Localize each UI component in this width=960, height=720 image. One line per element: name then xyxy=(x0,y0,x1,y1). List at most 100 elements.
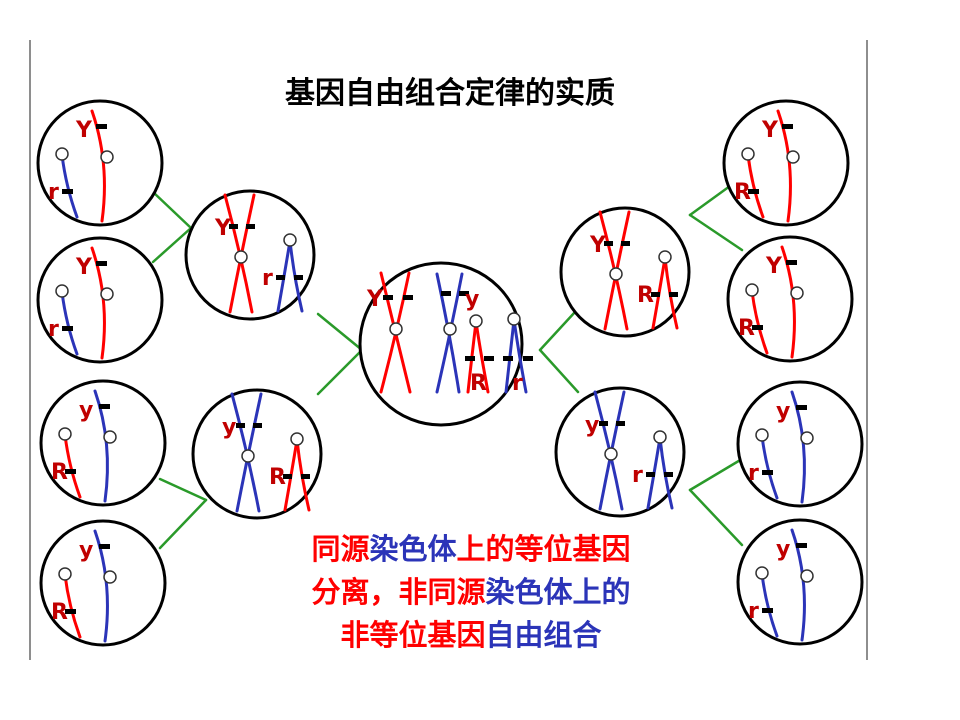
centromere xyxy=(755,566,769,580)
caption-line-3-part-0: 非等位基因 xyxy=(340,618,486,652)
gene-locus-mark xyxy=(484,356,494,361)
gene-locus-mark xyxy=(99,404,110,409)
connector-line-9 xyxy=(688,213,744,252)
gamete-l2-small-chromosome xyxy=(60,290,79,356)
centromere xyxy=(786,150,800,164)
gamete-r3-allele-small: r xyxy=(748,461,759,486)
gamete-l2-allele-small: r xyxy=(48,317,59,342)
gene-locus-mark xyxy=(459,291,469,296)
gamete-l1-big-chromosome xyxy=(90,109,106,223)
gene-locus-mark xyxy=(403,295,413,300)
gamete-r4-allele-big: y xyxy=(776,537,790,562)
gamete-l4-big-chromosome xyxy=(93,529,109,643)
gamete-r4-big-chromosome xyxy=(790,528,806,642)
gene-locus-mark xyxy=(96,124,107,129)
gene-locus-mark xyxy=(762,608,773,613)
gene-locus-mark xyxy=(383,295,393,300)
caption-line-2: 分离，非同源染色体上的 xyxy=(236,571,706,614)
center-allele-Y: Y xyxy=(366,287,384,312)
centromere xyxy=(800,431,814,445)
connector-line-11 xyxy=(688,488,744,547)
centromere xyxy=(55,147,69,161)
connector-line-4 xyxy=(316,312,364,352)
gene-locus-mark xyxy=(523,356,533,361)
centromere xyxy=(443,322,457,336)
gamete-l2-allele-big: Y xyxy=(75,255,93,280)
caption-line-1-part-0: 同源 xyxy=(311,532,370,566)
gamete-r1-big-chromosome xyxy=(776,109,792,223)
centromere xyxy=(755,428,769,442)
centromere xyxy=(604,447,618,461)
gamete-l4-small-chromosome xyxy=(63,573,82,639)
gamete-l1-allele-big: Y xyxy=(75,118,93,143)
gene-locus-mark xyxy=(99,544,110,549)
centromere xyxy=(507,312,521,326)
center-blue-small-a xyxy=(504,318,516,394)
caption-line-2-part-0: 分离， xyxy=(311,575,399,609)
lower-left-parent-allele-R: R xyxy=(269,465,286,490)
centromere xyxy=(58,427,72,441)
centromere xyxy=(234,250,248,264)
gamete-r2-allele-small: R xyxy=(738,316,755,341)
gene-locus-mark xyxy=(294,275,303,280)
gamete-r2-allele-big: Y xyxy=(765,254,783,279)
lower-right-parent-allele-r: r xyxy=(632,463,643,488)
right-border-line xyxy=(866,40,868,660)
gamete-r4-small-chromosome xyxy=(760,572,779,638)
gene-locus-mark xyxy=(604,241,613,246)
gamete-r3-small-chromosome xyxy=(760,434,779,500)
gamete-r1-allele-small: R xyxy=(734,180,751,205)
gamete-r3-allele-big: y xyxy=(776,399,790,424)
centromere xyxy=(283,233,297,247)
gamete-l4-circle xyxy=(39,519,167,647)
gamete-r2-circle xyxy=(726,235,854,363)
upper-right-parent-allele-Y: Y xyxy=(589,233,607,258)
gene-locus-mark xyxy=(246,224,255,229)
connector-line-7 xyxy=(538,348,580,394)
gene-locus-mark xyxy=(276,275,285,280)
gene-locus-mark xyxy=(669,292,678,297)
connector-line-6 xyxy=(538,310,577,352)
connector-line-3 xyxy=(158,498,208,550)
upper-left-parent-allele-Y: Y xyxy=(214,216,232,241)
gamete-r4-circle xyxy=(736,518,864,646)
gene-locus-mark xyxy=(62,326,73,331)
gamete-l3-allele-small: R xyxy=(51,460,68,485)
centromere xyxy=(653,430,667,444)
centromere xyxy=(103,570,117,584)
centromere xyxy=(658,250,672,264)
gamete-l1-circle xyxy=(36,99,164,227)
connector-line-8 xyxy=(688,184,732,217)
centromere xyxy=(241,449,255,463)
caption-line-2-part-2: 染色体上的 xyxy=(485,575,631,609)
caption-line-1: 同源染色体上的等位基因 xyxy=(236,528,706,571)
gene-locus-mark xyxy=(646,472,655,477)
gene-locus-mark xyxy=(301,474,310,479)
left-border-line xyxy=(29,40,31,660)
lower-left-parent-allele-y: y xyxy=(222,415,236,440)
caption: 同源染色体上的等位基因 分离，非同源染色体上的 非等位基因自由组合 xyxy=(236,528,706,657)
center-allele-R: R xyxy=(470,371,487,396)
gene-locus-mark xyxy=(465,356,475,361)
gene-locus-mark xyxy=(782,124,793,129)
gamete-l3-small-chromosome xyxy=(63,433,82,499)
gene-locus-mark xyxy=(236,423,245,428)
gamete-l2-big-chromosome xyxy=(90,246,106,360)
centromere xyxy=(55,284,69,298)
centromere xyxy=(100,287,114,301)
centromere xyxy=(800,569,814,583)
centromere xyxy=(290,432,304,446)
gene-locus-mark xyxy=(752,325,763,330)
gamete-r4-allele-small: r xyxy=(748,599,759,624)
connector-line-0 xyxy=(151,190,193,230)
gene-locus-mark xyxy=(96,261,107,266)
centromere xyxy=(469,314,483,328)
gene-locus-mark xyxy=(65,469,76,474)
caption-line-1-part-3: 等位基因 xyxy=(514,532,631,566)
caption-line-3: 非等位基因自由组合 xyxy=(236,614,706,657)
centromere xyxy=(745,283,759,297)
gene-locus-mark xyxy=(229,224,238,229)
gene-locus-mark xyxy=(62,189,73,194)
centromere xyxy=(389,322,403,336)
